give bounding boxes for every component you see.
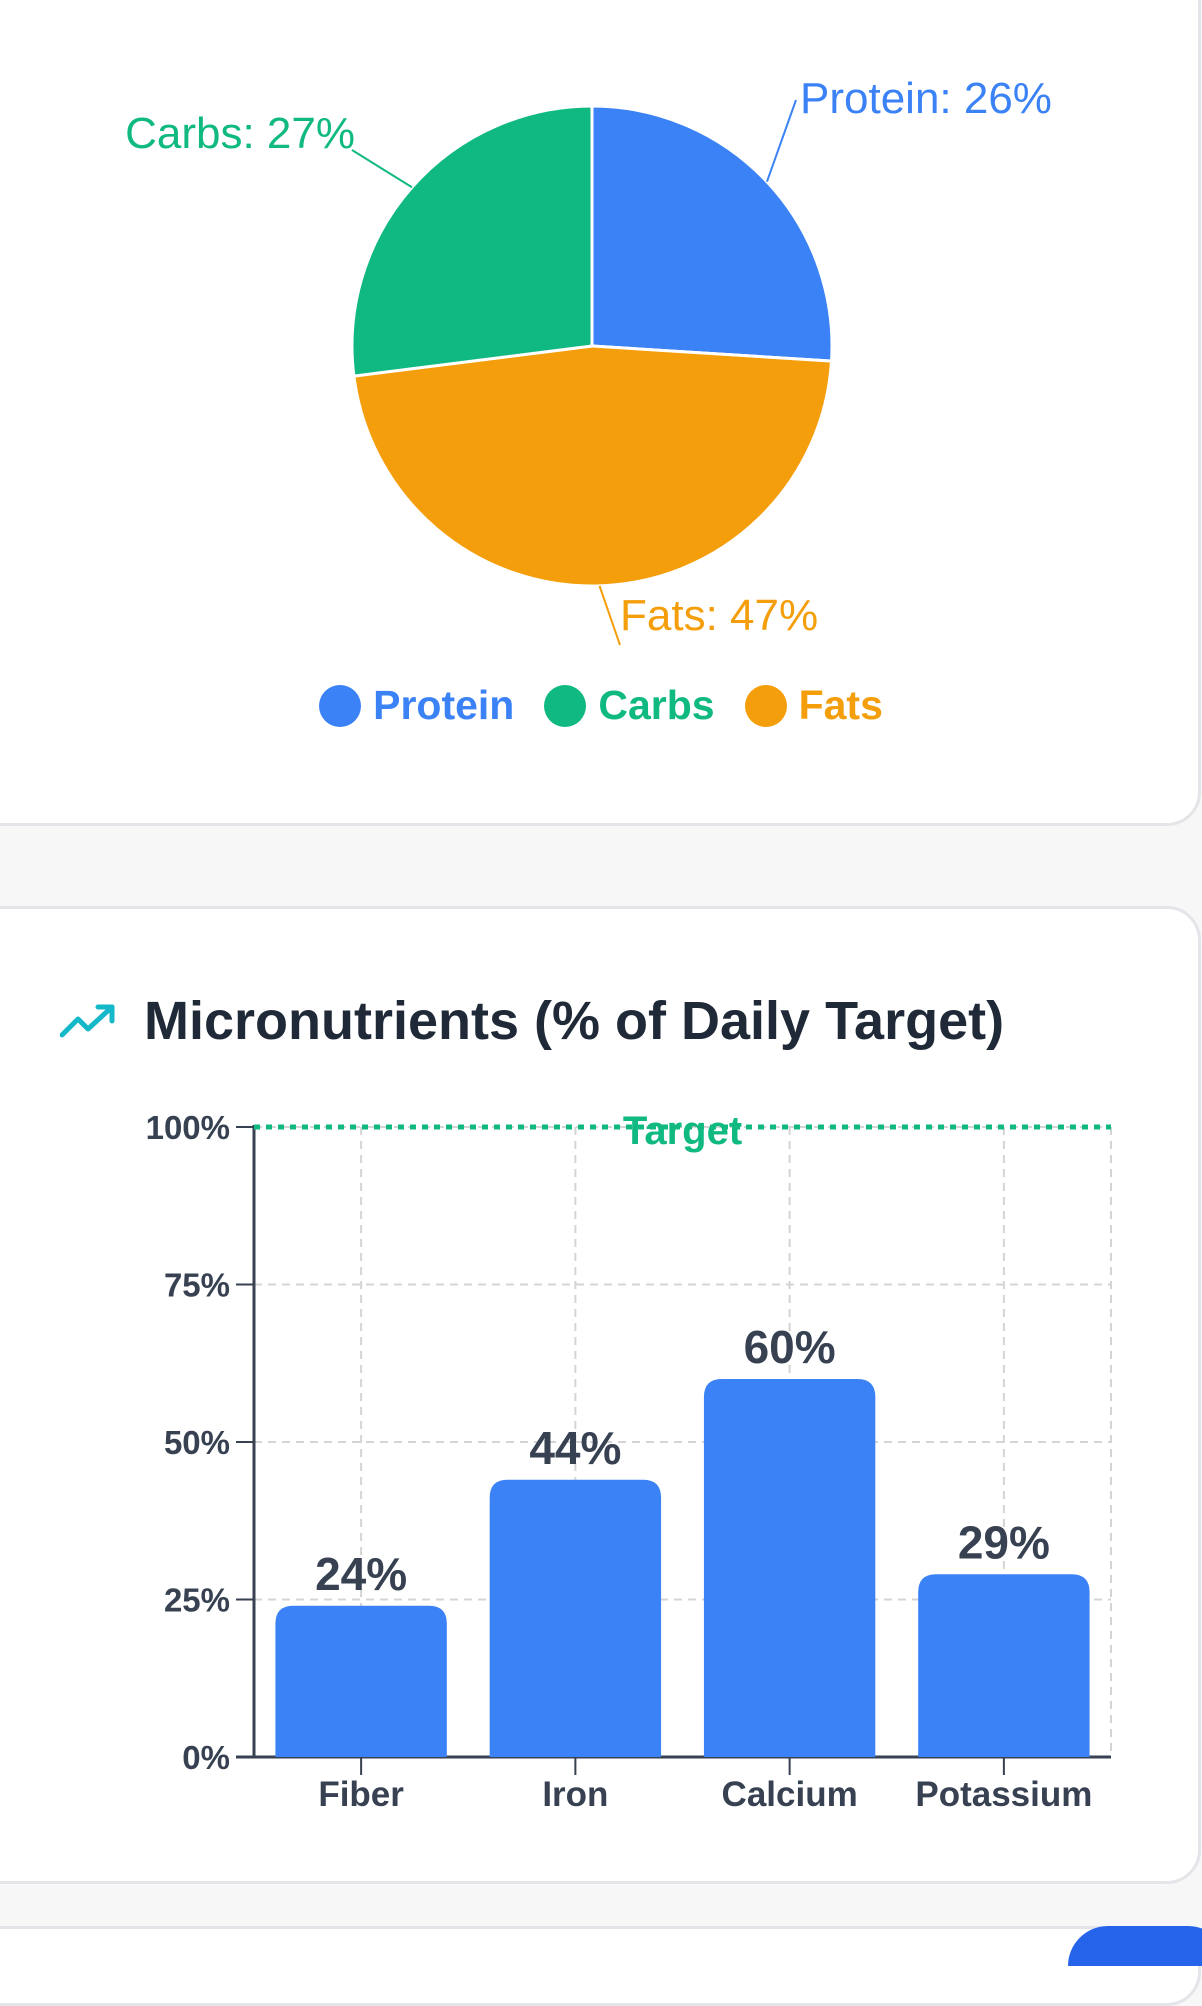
micronutrients-title: Micronutrients (% of Daily Target) bbox=[144, 991, 1005, 1051]
legend-label-protein: Protein bbox=[373, 682, 515, 728]
next-card bbox=[0, 1926, 1201, 2006]
pie-legend: Protein Carbs Fats bbox=[0, 682, 1202, 729]
pie-label-carbs: Carbs: 27% bbox=[125, 109, 355, 158]
pie-slice-carbs bbox=[350, 104, 594, 378]
macro-pie-chart: Protein: 26% Fats: 47% Carbs: 27% bbox=[125, 74, 1052, 646]
pie-leader-fats bbox=[598, 585, 621, 646]
pie-leader-protein bbox=[766, 99, 797, 183]
pie-label-protein: Protein: 26% bbox=[800, 74, 1052, 123]
legend-item-fats[interactable]: Fats bbox=[744, 682, 883, 729]
trending-up-icon bbox=[60, 1004, 115, 1038]
micronutrients-card bbox=[0, 906, 1201, 1884]
pie-label-fats: Fats: 47% bbox=[620, 591, 818, 640]
micronutrients-heading: Micronutrients (% of Daily Target) bbox=[60, 990, 1004, 1052]
legend-label-carbs: Carbs bbox=[598, 682, 715, 728]
pie-leader-carbs bbox=[351, 149, 413, 189]
legend-item-protein[interactable]: Protein bbox=[319, 682, 514, 729]
pie-slice-protein bbox=[590, 104, 834, 363]
next-card-button[interactable] bbox=[1068, 1926, 1202, 1966]
legend-dot-protein bbox=[319, 684, 362, 727]
legend-dot-fats bbox=[744, 684, 787, 727]
pie-slice-fats bbox=[352, 344, 834, 588]
legend-dot-carbs bbox=[544, 684, 587, 727]
legend-label-fats: Fats bbox=[798, 682, 883, 728]
legend-item-carbs[interactable]: Carbs bbox=[544, 682, 715, 729]
